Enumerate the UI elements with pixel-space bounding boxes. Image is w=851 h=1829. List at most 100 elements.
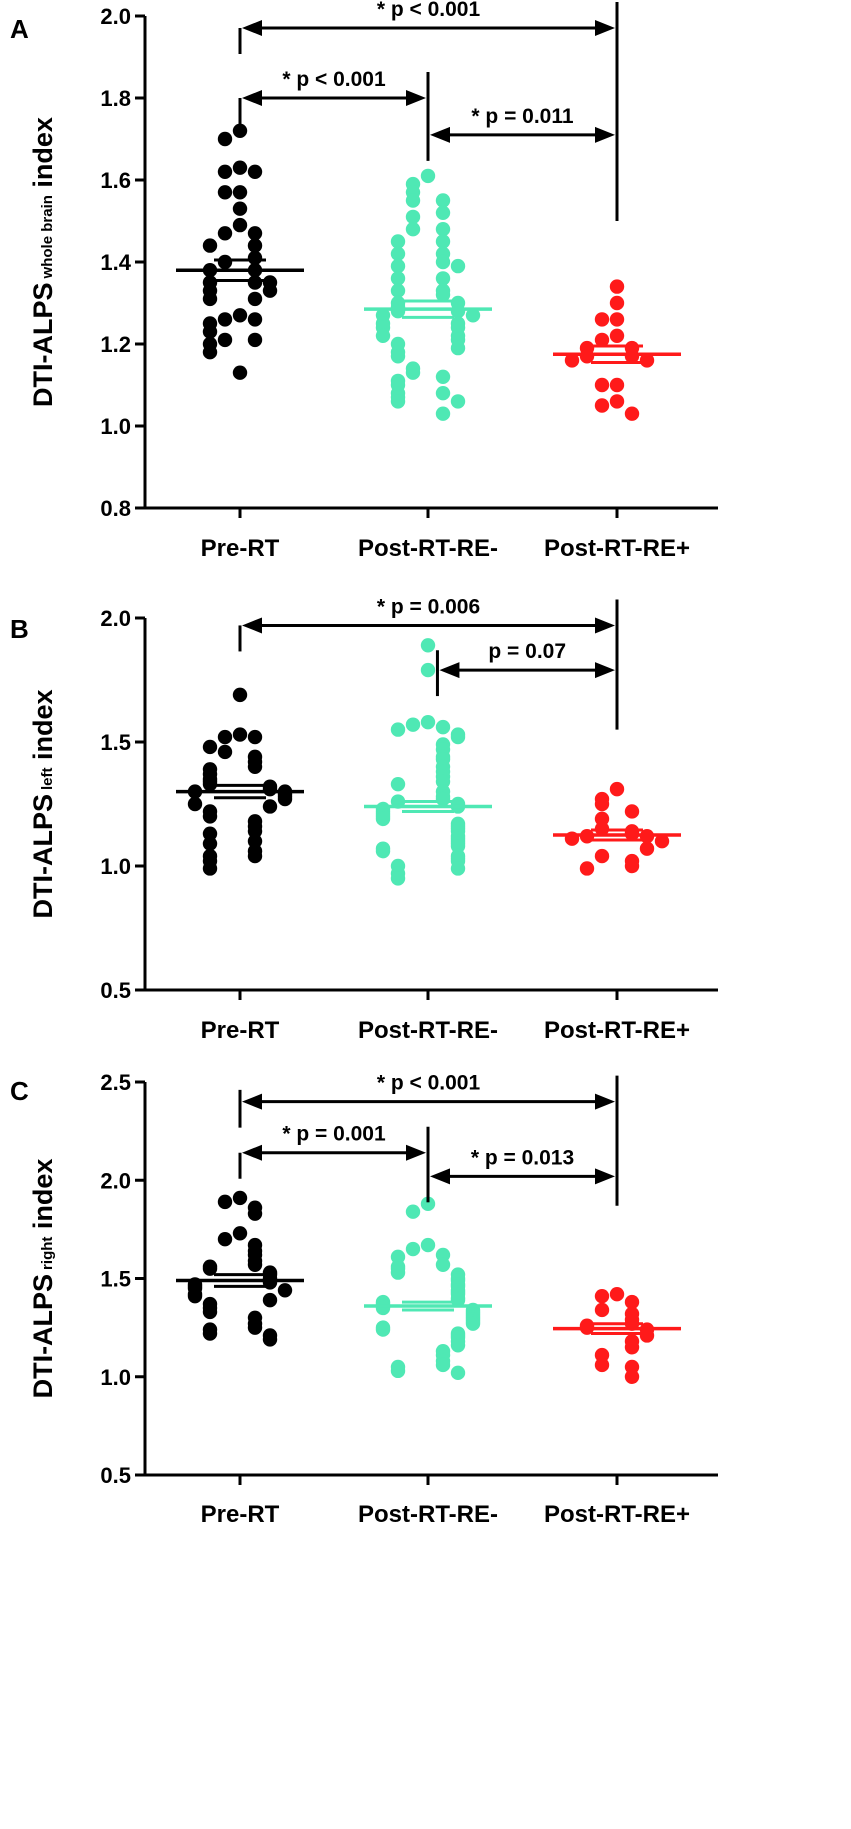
data-point (594, 1302, 610, 1318)
data-point (390, 871, 406, 886)
data-point (202, 836, 218, 851)
data-point (232, 160, 248, 175)
series-pre-rt (176, 123, 304, 380)
y-tick-label: 1.2 (100, 332, 131, 357)
bracket-arrowhead-left (242, 1144, 262, 1161)
data-point (375, 1322, 391, 1337)
y-axis-label-tail: index (28, 1159, 58, 1237)
data-point (217, 226, 233, 241)
data-point (247, 291, 263, 307)
bracket-arrowhead-right (406, 90, 426, 106)
x-tick-label: Pre-RT (201, 535, 280, 562)
comparison-bracket: * p = 0.013 (426, 1140, 619, 1203)
data-point (202, 861, 218, 876)
data-point (390, 246, 406, 261)
series-post-rt-re (553, 279, 681, 421)
x-tick-label: Post-RT-RE- (358, 1501, 498, 1528)
y-tick-label: 2.5 (100, 1070, 131, 1095)
x-tick-label: Post-RT-RE- (358, 535, 498, 562)
x-tick-label: Post-RT-RE+ (544, 535, 690, 562)
data-point (639, 353, 655, 368)
data-point (202, 238, 218, 253)
data-point (435, 774, 451, 789)
y-tick-label: 1.8 (100, 86, 131, 111)
data-point (450, 1338, 466, 1353)
y-axis-label: DTI-ALPS whole brain index (28, 117, 58, 407)
bracket-arrowhead-right (595, 662, 615, 679)
data-point (435, 193, 451, 208)
data-point (202, 324, 218, 339)
data-point (609, 394, 625, 409)
data-point (609, 377, 625, 393)
data-point (405, 365, 421, 380)
y-axis-label-subscript: whole brain (39, 195, 56, 279)
data-point (609, 279, 625, 294)
y-axis-label-main: DTI-ALPS (28, 794, 58, 919)
data-point (390, 258, 406, 274)
data-point (390, 271, 406, 286)
data-point (217, 185, 233, 200)
x-tick-label: Post-RT-RE- (358, 1017, 498, 1044)
data-point (579, 861, 595, 876)
y-axis-label-main: DTI-ALPS (28, 1274, 58, 1399)
data-point (435, 1357, 451, 1373)
data-point (202, 345, 218, 360)
bracket-arrowhead-left (430, 126, 450, 143)
y-tick-label: 1.5 (100, 730, 131, 755)
bracket-arrowhead-left (430, 1168, 450, 1185)
bracket-arrowhead-left (242, 90, 262, 106)
p-value-label: * p = 0.001 (282, 1123, 386, 1146)
p-value-label: p = 0.07 (488, 640, 566, 663)
y-tick-label: 0.5 (100, 978, 131, 1003)
data-point (435, 287, 451, 302)
y-tick-label: 2.0 (100, 606, 131, 631)
y-axis-label: DTI-ALPS right index (28, 1159, 58, 1399)
data-point (405, 1241, 421, 1257)
data-point (435, 386, 451, 401)
panel-label: B (10, 614, 29, 644)
data-point (594, 332, 610, 348)
y-axis-label-tail: index (28, 117, 58, 195)
data-point (217, 254, 233, 270)
data-point (217, 312, 233, 327)
data-point (405, 222, 421, 237)
data-point (435, 222, 451, 237)
data-point (202, 809, 218, 824)
data-point (247, 226, 263, 241)
series-post-rt-re (553, 781, 681, 876)
y-axis-label-subscript: right (39, 1237, 56, 1270)
data-point (247, 312, 263, 327)
data-point (420, 168, 436, 184)
data-point (187, 796, 203, 812)
data-point (232, 727, 248, 742)
y-tick-label: 0.5 (100, 1463, 131, 1488)
y-tick-label: 0.8 (100, 496, 131, 521)
data-point (435, 369, 451, 384)
p-value-label: * p < 0.001 (377, 0, 481, 21)
data-point (247, 332, 263, 348)
data-point (247, 250, 263, 266)
data-point (277, 1283, 293, 1298)
data-point (202, 1304, 218, 1320)
y-tick-label: 1.5 (100, 1267, 131, 1292)
data-point (375, 811, 391, 827)
bracket-arrowhead-right (595, 20, 615, 36)
data-point (624, 1340, 640, 1355)
data-point (217, 332, 233, 348)
data-point (232, 365, 248, 380)
data-point (450, 1292, 466, 1308)
data-point (247, 759, 263, 774)
p-value-label: * p = 0.011 (471, 105, 573, 128)
series-post-rt-re (364, 1196, 492, 1381)
data-point (609, 295, 625, 311)
data-point (390, 1363, 406, 1379)
data-point (232, 185, 248, 200)
data-point (202, 776, 218, 792)
data-point (435, 234, 451, 249)
data-point (624, 1294, 640, 1310)
data-point (405, 193, 421, 208)
bracket-arrowhead-right (595, 1168, 615, 1185)
data-point (609, 1287, 625, 1302)
data-point (435, 205, 451, 220)
